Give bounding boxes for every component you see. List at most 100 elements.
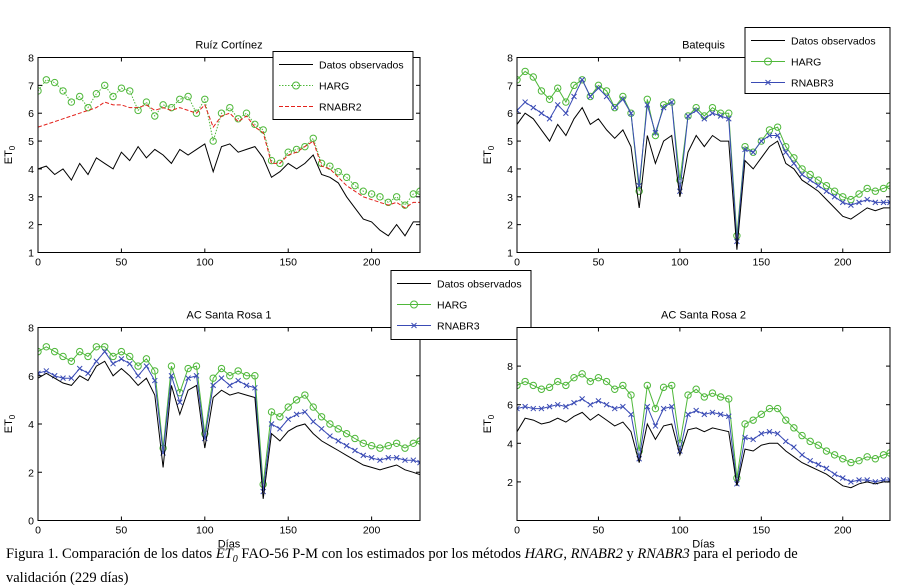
x-tick-label: 200	[834, 525, 852, 537]
x-tick-label: 150	[279, 257, 297, 269]
data-point	[749, 148, 757, 156]
caption-line2: validación (229 días)	[6, 569, 129, 586]
data-point	[310, 418, 317, 425]
data-point	[176, 399, 183, 406]
data-point	[839, 455, 847, 463]
data-point	[359, 439, 367, 447]
data-point	[684, 391, 692, 399]
data-point	[517, 381, 521, 390]
y-tick-label: 8	[28, 53, 34, 65]
data-point	[587, 401, 594, 408]
data-point	[620, 403, 626, 410]
data-point	[814, 441, 823, 449]
data-point	[546, 403, 553, 410]
data-point	[84, 352, 92, 361]
data-point	[643, 381, 652, 390]
data-point	[226, 372, 234, 380]
data-point	[151, 367, 159, 375]
data-point	[798, 165, 806, 173]
figure-caption: Figura 1. Comparación de los datos ET0 F…	[6, 545, 896, 587]
data-point	[848, 202, 854, 208]
data-point	[101, 81, 109, 90]
data-point	[822, 447, 831, 455]
data-point	[595, 85, 602, 91]
chart-title: AC Santa Rosa 1	[187, 310, 272, 322]
data-point	[84, 103, 92, 112]
data-point	[765, 126, 774, 134]
data-point	[409, 190, 418, 198]
data-point	[76, 347, 84, 356]
data-point	[301, 391, 309, 399]
data-point	[758, 430, 765, 437]
data-point	[856, 477, 862, 483]
data-point	[766, 132, 773, 139]
data-point	[367, 190, 376, 198]
data-point	[260, 488, 267, 495]
axes-frame	[516, 327, 891, 521]
y-tick-label: 5	[507, 136, 513, 148]
legend: Datos observados HARG RNABR2	[272, 51, 414, 120]
data-point	[693, 407, 700, 414]
data-point	[806, 170, 814, 179]
data-point	[822, 181, 831, 190]
data-point	[309, 403, 317, 411]
x-tick-label: 150	[279, 525, 297, 537]
legend-label: HARG	[791, 57, 821, 69]
data-point	[595, 397, 602, 404]
data-point	[563, 403, 569, 410]
data-point	[587, 93, 594, 100]
x-tick-label: 50	[116, 525, 128, 537]
data-point	[118, 356, 125, 362]
data-point	[571, 93, 577, 100]
axes-frame	[516, 57, 891, 253]
data-point	[284, 403, 292, 411]
y-tick-label: 7	[28, 80, 34, 92]
data-point	[847, 458, 855, 467]
y-tick-label: 6	[28, 108, 34, 120]
data-point	[410, 457, 417, 464]
x-tick-label: 0	[514, 525, 520, 537]
data-point	[782, 149, 789, 156]
data-point	[135, 372, 141, 379]
data-point	[603, 93, 610, 100]
series-line-datos-observados	[38, 143, 420, 237]
data-point	[176, 95, 184, 103]
caption-suffix: para el periodo de	[689, 546, 798, 562]
data-point	[578, 370, 586, 378]
data-point	[774, 430, 781, 437]
x-tick-label: 100	[196, 257, 214, 269]
data-point	[864, 477, 871, 483]
data-point	[101, 343, 109, 351]
data-point	[243, 382, 250, 389]
data-point	[301, 142, 309, 151]
data-point	[360, 452, 367, 459]
data-point	[579, 396, 586, 402]
chart-title: Batequis	[682, 40, 725, 52]
data-point	[643, 95, 652, 103]
y-tick-label: 6	[28, 371, 34, 383]
y-tick-label: 5	[28, 136, 34, 148]
legend-label: HARG	[437, 300, 467, 312]
legend-label: Datos observados	[319, 60, 404, 72]
data-point	[871, 455, 880, 463]
data-point	[791, 160, 797, 167]
data-point	[76, 92, 84, 101]
data-point	[218, 375, 225, 382]
data-point	[749, 416, 757, 424]
data-point	[367, 442, 376, 450]
data-point	[660, 104, 667, 111]
data-point	[185, 375, 191, 382]
data-point	[652, 423, 659, 429]
data-point	[192, 109, 201, 117]
data-point	[217, 364, 226, 373]
data-point	[317, 413, 326, 421]
x-tick-label: 200	[363, 257, 381, 269]
data-point	[570, 373, 578, 382]
data-point	[742, 146, 748, 153]
data-point	[268, 421, 275, 427]
x-tick-label: 0	[514, 257, 520, 269]
axes-frame	[37, 57, 421, 253]
data-point	[326, 162, 334, 170]
y-tick-label: 4	[28, 164, 34, 176]
